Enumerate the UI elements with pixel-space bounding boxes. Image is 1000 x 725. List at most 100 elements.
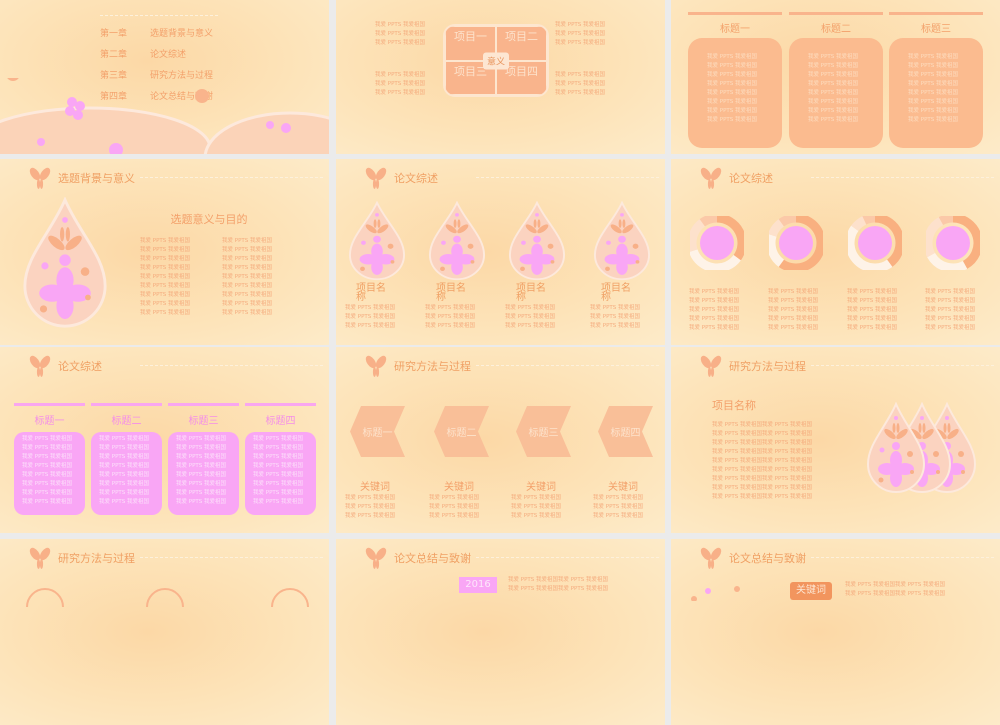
placeholder-text: 我爱 PPTS 我爱祖国 bbox=[425, 314, 475, 320]
chapter-title-link[interactable]: 论文综述 bbox=[150, 50, 187, 60]
placeholder-text: 我爱 PPTS 我爱祖国 bbox=[375, 81, 425, 87]
chapter-title-link[interactable]: 选题背景与意义 bbox=[150, 29, 214, 39]
slide-title: 论文综述 bbox=[729, 172, 773, 185]
column-card bbox=[14, 432, 85, 515]
column-card bbox=[688, 38, 782, 148]
slide-thumbnail-conclusion-timeline[interactable]: 论文总结与致谢 2016 我爱 PPTS 我爱祖国我爱 PPTS 我爱祖国 我爱 … bbox=[336, 539, 665, 725]
placeholder-text: 我爱 PPTS 我爱祖国我爱 PPTS 我爱祖国 bbox=[712, 494, 812, 500]
butterfly-icon bbox=[699, 166, 723, 190]
placeholder-text: 我爱 PPTS 我爱祖国 bbox=[689, 316, 739, 322]
slide-thumbnail-conclusion-keyword[interactable]: 论文总结与致谢 关键词 我爱 PPTS 我爱祖国我爱 PPTS 我爱祖国 我爱 P… bbox=[671, 539, 1000, 725]
donut-segment bbox=[690, 219, 706, 252]
placeholder-text: 我爱 PPTS 我爱祖国 bbox=[590, 305, 640, 311]
placeholder-text: 我爱 PPTS 我爱祖国 bbox=[176, 445, 226, 451]
chapter-number: 第二章 bbox=[100, 50, 128, 60]
placeholder-text: 我爱 PPTS 我爱祖国 bbox=[345, 314, 395, 320]
placeholder-text: 我爱 PPTS 我爱祖国 bbox=[707, 81, 757, 87]
column-card bbox=[889, 38, 983, 148]
donut-center bbox=[936, 226, 970, 260]
step-chevron: 标题二 bbox=[434, 406, 489, 457]
text-block: 我爱 PPTS 我爱祖国我爱 PPTS 我爱祖国我爱 PPTS 我爱祖国我爱 P… bbox=[689, 288, 739, 333]
project-title: 项目名称 bbox=[712, 399, 756, 412]
text-block: 我爱 PPTS 我爱祖国我爱 PPTS 我爱祖国我爱 PPTS 我爱祖国我爱 P… bbox=[176, 435, 226, 507]
placeholder-text: 我爱 PPTS 我爱祖国 bbox=[808, 99, 858, 105]
slide-thumbnail-method-project[interactable]: 研究方法与过程 项目名称 我爱 PPTS 我爱祖国我爱 PPTS 我爱祖国 我爱 … bbox=[671, 347, 1000, 533]
placeholder-text: 我爱 PPTS 我爱祖国我爱 PPTS 我爱祖国 bbox=[712, 467, 812, 473]
placeholder-text: 我爱 PPTS 我爱祖国 bbox=[425, 305, 475, 311]
placeholder-text: 我爱 PPTS 我爱祖国 bbox=[176, 436, 226, 442]
donut-segment bbox=[769, 219, 785, 237]
placeholder-text: 我爱 PPTS 我爱祖国 bbox=[22, 499, 72, 505]
slide-thumbnail-review-columns[interactable]: 论文综述 标题一 我爱 PPTS 我爱祖国 我爱 PPTS 我爱祖国 我爱 PPTS … bbox=[0, 347, 329, 533]
placeholder-text: 我爱 PPTS 我爱祖国 bbox=[375, 22, 425, 28]
text-block: 我爱 PPTS 我爱祖国我爱 PPTS 我爱祖国我爱 PPTS 我爱祖国我爱 P… bbox=[847, 288, 897, 333]
placeholder-text: 我爱 PPTS 我爱祖国 bbox=[593, 504, 643, 510]
placeholder-text: 我爱 PPTS 我爱祖国 bbox=[222, 265, 272, 271]
placeholder-text: 我爱 PPTS 我爱祖国 bbox=[593, 495, 643, 501]
text-block: 我爱 PPTS 我爱祖国 我爱 PPTS 我爱祖国 我爱 PPTS 我爱祖国 bbox=[511, 494, 561, 521]
column-title: 标题三 bbox=[921, 24, 951, 35]
placeholder-text: 我爱 PPTS 我爱祖国 bbox=[253, 454, 303, 460]
placeholder-text: 我爱 PPTS 我爱祖国 bbox=[555, 90, 605, 96]
slide-thumbnail-significance[interactable]: 我爱 PPTS 我爱祖国 我爱 PPTS 我爱祖国 我爱 PPTS 我爱祖国 我爱 … bbox=[336, 0, 665, 154]
placeholder-text: 我爱 PPTS 我爱祖国 bbox=[99, 499, 149, 505]
placeholder-text: 我爱 PPTS 我爱祖国 bbox=[140, 265, 190, 271]
keyword-label: 关键词 bbox=[444, 482, 474, 493]
placeholder-text: 我爱 PPTS 我爱祖国 bbox=[176, 454, 226, 460]
slide-thumbnail-review-donuts[interactable]: 论文综述 我爱 PPTS 我爱祖国 我爱 PPTS 我爱祖国 我爱 PPTS 我爱祖… bbox=[671, 159, 1000, 345]
placeholder-text: 我爱 PPTS 我爱祖国 bbox=[345, 495, 395, 501]
title-divider bbox=[811, 557, 994, 558]
placeholder-text: 我爱 PPTS 我爱祖国 bbox=[847, 298, 897, 304]
placeholder-text: 我爱 PPTS 我爱祖国 bbox=[925, 316, 975, 322]
placeholder-text: 我爱 PPTS 我爱祖国 bbox=[253, 481, 303, 487]
placeholder-text: 我爱 PPTS 我爱祖国 bbox=[176, 463, 226, 469]
slide-thumbnail-contents[interactable]: 第一章 选题背景与意义 第二章 论文综述 第三章 研究方法与过程 第四章 论文总结与致谢 bbox=[0, 0, 329, 154]
placeholder-text: 我爱 PPTS 我爱祖国 bbox=[808, 81, 858, 87]
placeholder-text: 我爱 PPTS 我爱祖国 bbox=[707, 72, 757, 78]
placeholder-text: 我爱 PPTS 我爱祖国 bbox=[222, 283, 272, 289]
placeholder-text: 我爱 PPTS 我爱祖国 bbox=[140, 310, 190, 316]
text-block: 我爱 PPTS 我爱祖国 我爱 PPTS 我爱祖国 我爱 PPTS 我爱祖国 bbox=[429, 494, 479, 521]
placeholder-text: 我爱 PPTS 我爱祖国 bbox=[345, 323, 395, 329]
quadrant-2: 项目二 bbox=[496, 26, 547, 61]
slide-title: 论文综述 bbox=[394, 172, 438, 185]
placeholder-text: 我爱 PPTS 我爱祖国 bbox=[176, 499, 226, 505]
placeholder-text: 我爱 PPTS 我爱祖国 bbox=[847, 325, 897, 331]
slide-thumbnail-method-steps[interactable]: 研究方法与过程 标题一 关键词 我爱 PPTS 我爱祖国 我爱 PPTS 我爱祖国 我爱… bbox=[336, 347, 665, 533]
slide-thumbnail-review-items[interactable]: 论文综述 项目名称 我爱 PPTS 我爱祖国 我爱 PPTS 我爱祖国 我爱 PPTS… bbox=[336, 159, 665, 345]
text-block: 我爱 PPTS 我爱祖国我爱 PPTS 我爱祖国我爱 PPTS 我爱祖国我爱 P… bbox=[22, 435, 72, 507]
placeholder-text: 我爱 PPTS 我爱祖国 bbox=[707, 63, 757, 69]
placeholder-text: 我爱 PPTS 我爱祖国 bbox=[808, 108, 858, 114]
butterfly-icon bbox=[28, 546, 52, 570]
keyword-label: 关键词 bbox=[608, 482, 638, 493]
text-block: 我爱 PPTS 我爱祖国我爱 PPTS 我爱祖国我爱 PPTS 我爱祖国我爱 P… bbox=[845, 581, 945, 599]
butterfly-icon bbox=[699, 546, 723, 570]
placeholder-text: 我爱 PPTS 我爱祖国我爱 PPTS 我爱祖国 bbox=[845, 591, 945, 597]
placeholder-text: 我爱 PPTS 我爱祖国 bbox=[808, 90, 858, 96]
placeholder-text: 我爱 PPTS 我爱祖国我爱 PPTS 我爱祖国 bbox=[712, 440, 812, 446]
placeholder-text: 我爱 PPTS 我爱祖国 bbox=[22, 463, 72, 469]
placeholder-text: 我爱 PPTS 我爱祖国我爱 PPTS 我爱祖国 bbox=[712, 476, 812, 482]
donut-segment bbox=[938, 216, 954, 226]
placeholder-text: 我爱 PPTS 我爱祖国 bbox=[689, 307, 739, 313]
slide-title: 论文综述 bbox=[58, 360, 102, 373]
slide-thumbnail-method-summary[interactable]: 研究方法与过程 bbox=[0, 539, 329, 725]
placeholder-text: 我爱 PPTS 我爱祖国 bbox=[22, 472, 72, 478]
slide-thumbnail-background[interactable]: 选题背景与意义 选题意义与目的 我爱 PPTS 我爱祖国 我爱 PPTS 我爱祖国… bbox=[0, 159, 329, 345]
placeholder-text: 我爱 PPTS 我爱祖国 bbox=[253, 436, 303, 442]
chapter-title-link[interactable]: 论文总结与致谢 bbox=[150, 92, 214, 102]
chapter-title-link[interactable]: 研究方法与过程 bbox=[150, 71, 214, 81]
donut-segment bbox=[862, 216, 876, 225]
placeholder-text: 我爱 PPTS 我爱祖国 bbox=[222, 238, 272, 244]
quadrant-3: 项目三 bbox=[445, 60, 496, 95]
butterfly-icon bbox=[364, 166, 388, 190]
slide-title: 研究方法与过程 bbox=[58, 552, 135, 565]
placeholder-text: 我爱 PPTS 我爱祖国 bbox=[768, 289, 818, 295]
column-bar bbox=[789, 12, 883, 15]
text-block: 我爱 PPTS 我爱祖国我爱 PPTS 我爱祖国我爱 PPTS 我爱祖国我爱 P… bbox=[253, 435, 303, 507]
placeholder-text: 我爱 PPTS 我爱祖国 bbox=[593, 513, 643, 519]
step-chevron: 标题一 bbox=[350, 406, 405, 457]
donut-segment bbox=[778, 216, 797, 227]
quadrant-center-label: 意义 bbox=[482, 52, 510, 69]
slide-thumbnail-three-columns[interactable]: 标题一 我爱 PPTS 我爱祖国 我爱 PPTS 我爱祖国 我爱 PPTS 我爱祖国我… bbox=[671, 0, 1000, 154]
